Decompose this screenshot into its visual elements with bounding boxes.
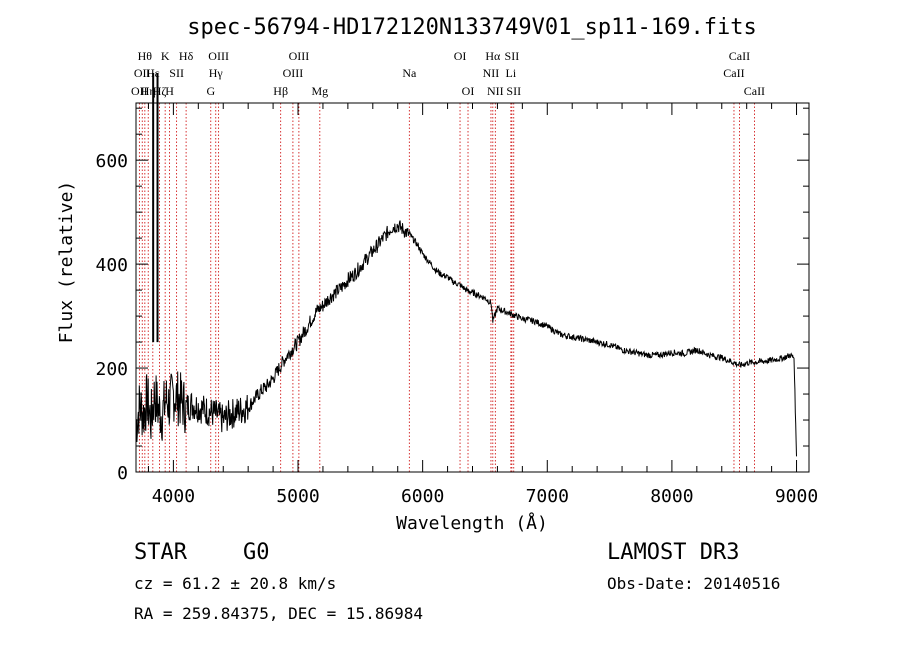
chart-title: spec-56794-HD172120N133749V01_sp11-169.f… xyxy=(187,15,757,40)
x-axis-label: Wavelength (Å) xyxy=(396,512,548,534)
line-label: Hγ xyxy=(209,66,224,80)
line-label: NII xyxy=(483,66,500,80)
absorption-markers xyxy=(152,73,159,343)
x-tick-label: 7000 xyxy=(526,486,569,507)
obs-date: Obs-Date: 20140516 xyxy=(607,574,781,593)
line-label: Na xyxy=(402,66,417,80)
line-label: SII xyxy=(169,66,184,80)
line-label: Li xyxy=(506,66,517,80)
object-class: STAR xyxy=(134,540,187,565)
object-subclass: G0 xyxy=(243,540,270,565)
x-tick-label: 8000 xyxy=(650,486,693,507)
line-label: Hζ xyxy=(153,84,167,98)
x-tick-label: 5000 xyxy=(276,486,319,507)
x-tick-label: 6000 xyxy=(401,486,444,507)
line-label: OII xyxy=(134,66,151,80)
line-label: NII xyxy=(487,84,504,98)
x-tick-label: 4000 xyxy=(152,486,195,507)
line-label: Hη xyxy=(141,84,156,98)
y-tick-label: 600 xyxy=(95,151,128,172)
line-label: OIII xyxy=(208,49,229,63)
emission-line-labels: OIIOIIHθHηHεHζKHSIIHδGHγOIIIHβOIIIOIIIMg… xyxy=(131,49,765,98)
line-label: OIII xyxy=(283,66,304,80)
line-label: OI xyxy=(462,84,475,98)
y-axis: 0 200 400 600 xyxy=(95,107,809,484)
line-label: OII xyxy=(131,84,148,98)
line-label: Hβ xyxy=(273,84,288,98)
line-label: G xyxy=(206,84,215,98)
line-label: K xyxy=(161,49,170,63)
y-tick-label: 400 xyxy=(95,255,128,276)
line-label: CaII xyxy=(729,49,750,63)
line-label: H xyxy=(165,84,174,98)
line-label: CaII xyxy=(744,84,765,98)
line-label: SII xyxy=(506,84,521,98)
survey-name: LAMOST DR3 xyxy=(607,540,740,565)
line-label: Hδ xyxy=(179,49,194,63)
line-label: OIII xyxy=(289,49,310,63)
line-label: Hα xyxy=(485,49,501,63)
spectrum-line xyxy=(135,220,797,457)
redshift-readout: cz = 61.2 ± 20.8 km/s xyxy=(134,574,337,593)
x-axis: 4000 5000 6000 7000 8000 9000 xyxy=(147,103,818,507)
x-tick-label: 9000 xyxy=(775,486,818,507)
y-axis-label: Flux (relative) xyxy=(56,181,77,344)
line-label: Hθ xyxy=(138,49,153,63)
y-tick-label: 200 xyxy=(95,359,128,380)
line-label: OI xyxy=(454,49,467,63)
line-label: Mg xyxy=(311,84,328,98)
line-label: SII xyxy=(505,49,520,63)
coordinates: RA = 259.84375, DEC = 15.86984 xyxy=(134,604,423,623)
y-tick-label: 0 xyxy=(117,463,128,484)
line-label: CaII xyxy=(723,66,744,80)
